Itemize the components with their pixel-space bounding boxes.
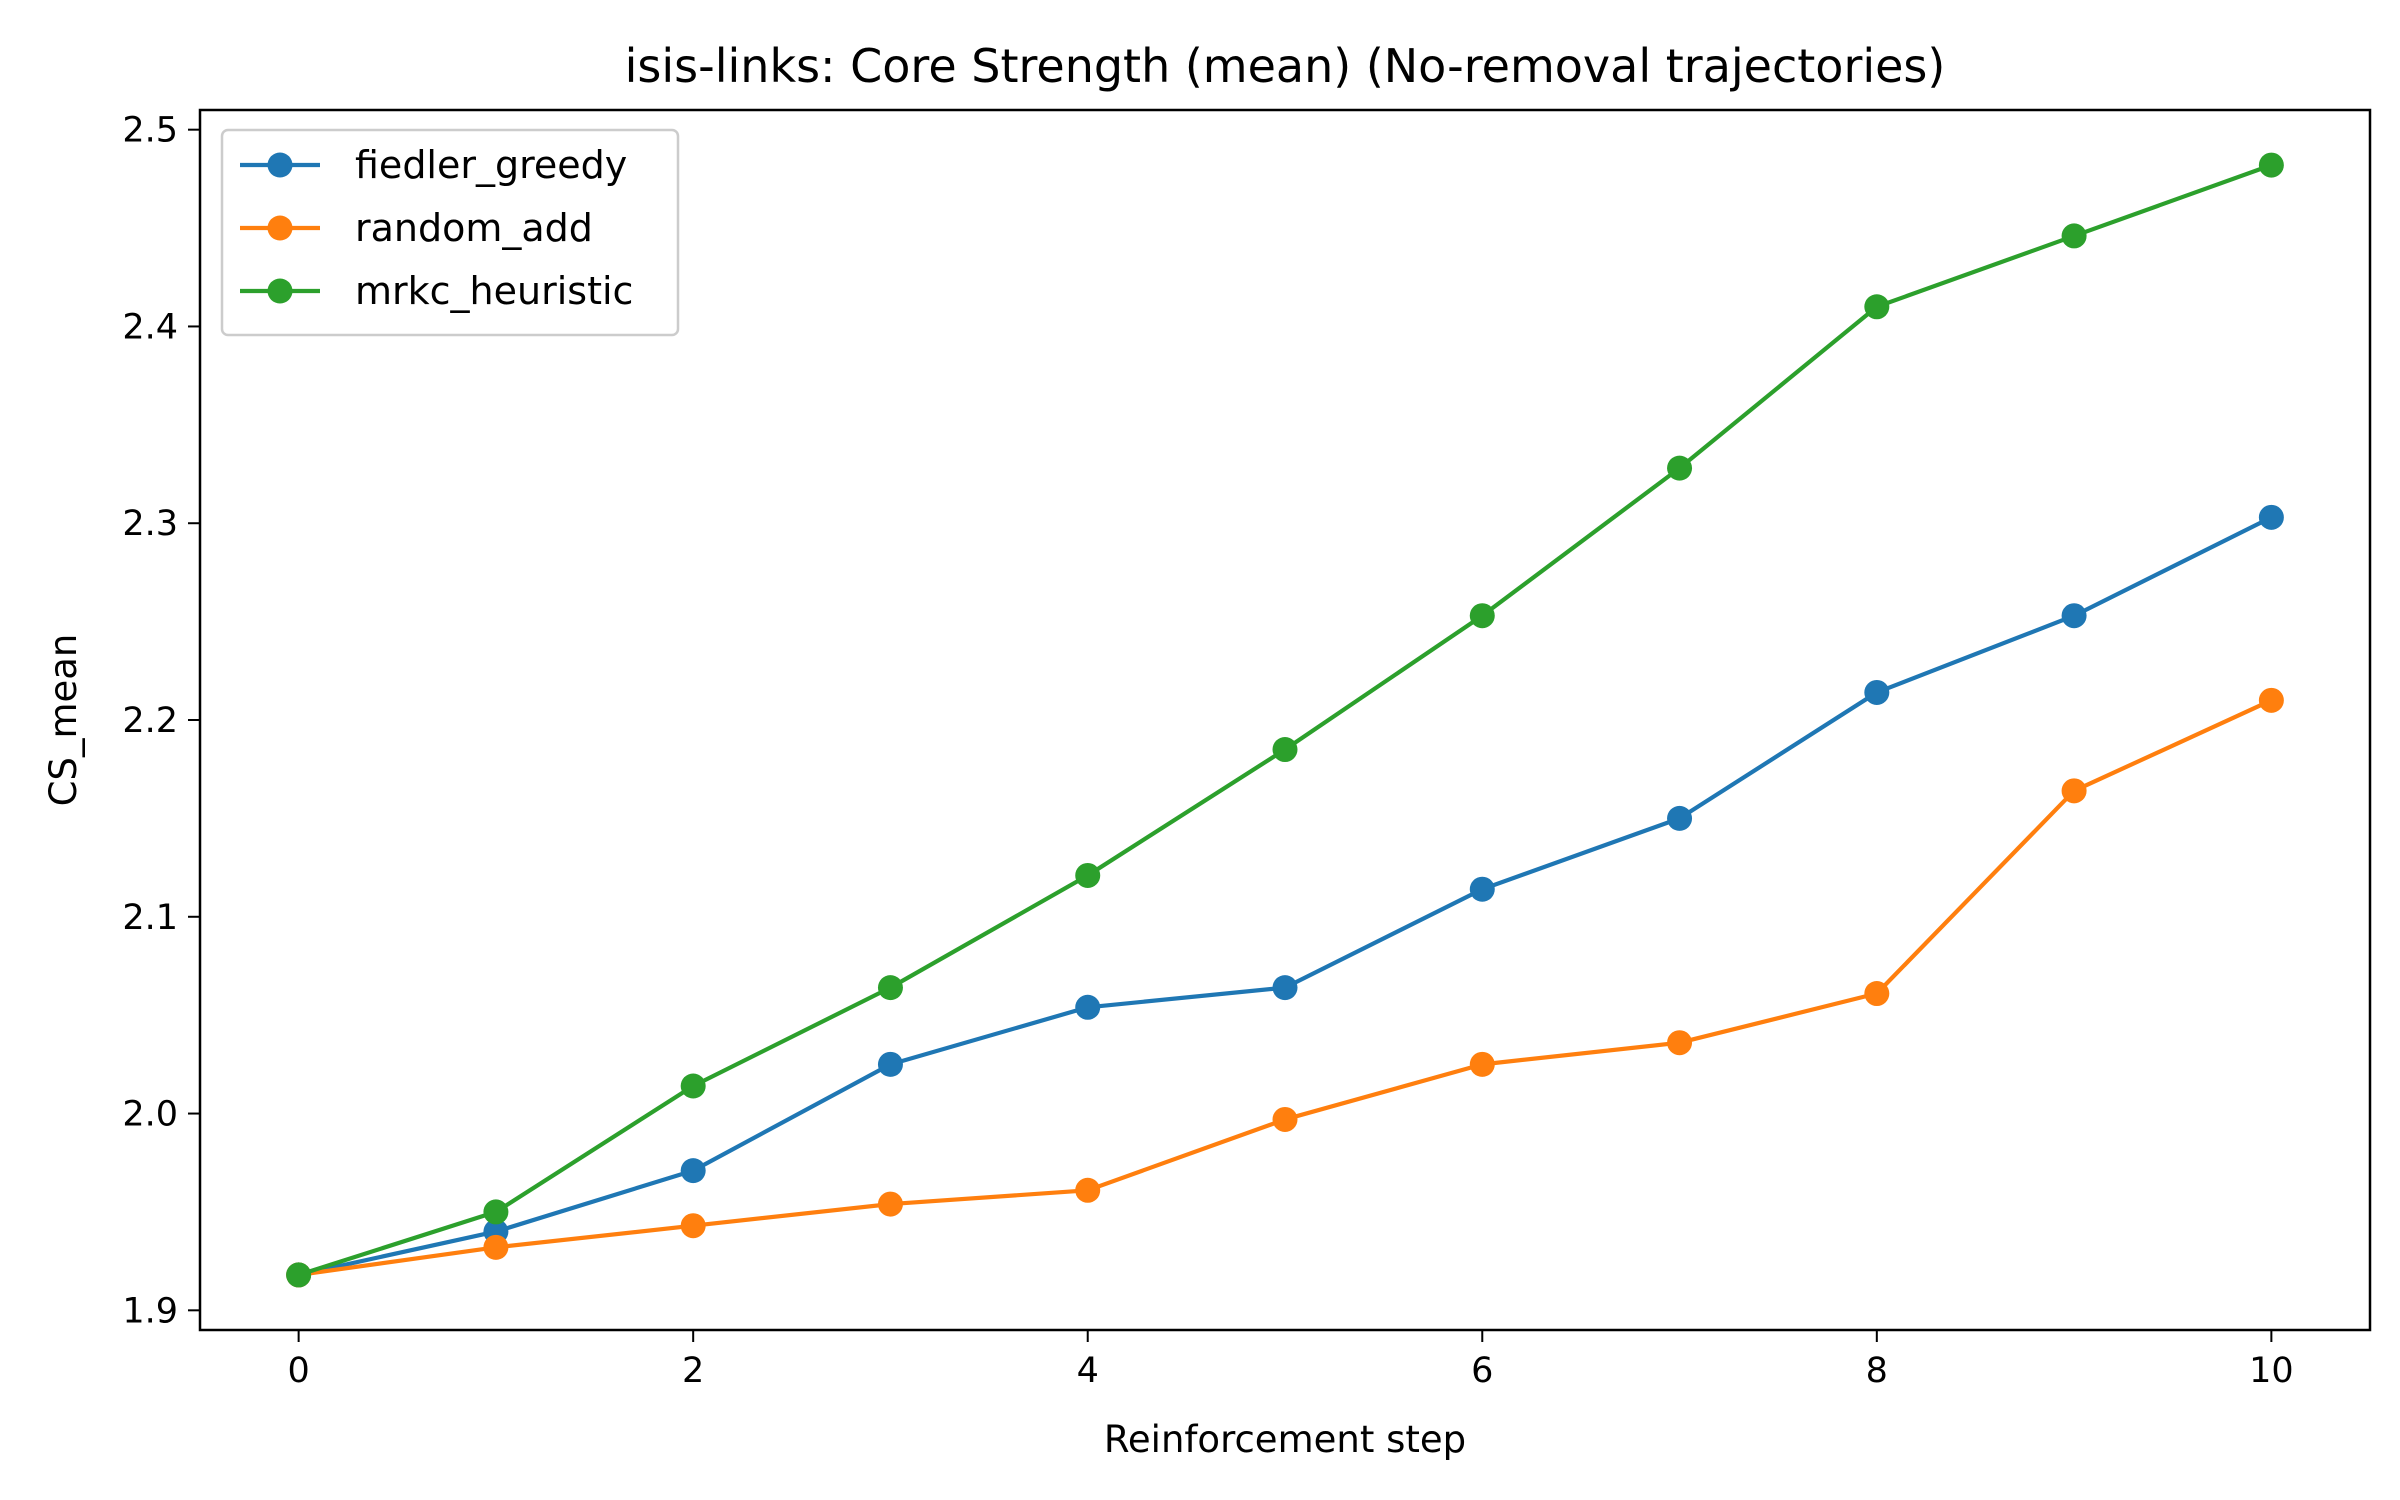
data-point — [483, 1199, 509, 1225]
data-point — [1469, 603, 1495, 629]
legend-item: mrkc_heuristic — [240, 269, 633, 313]
x-tick-label: 0 — [287, 1351, 309, 1391]
data-point — [2258, 152, 2284, 178]
chart-title: isis-links: Core Strength (mean) (No-rem… — [625, 39, 1946, 93]
data-point — [1864, 679, 1890, 705]
data-point — [1469, 876, 1495, 902]
data-point — [1272, 975, 1298, 1001]
series-mrkc_heuristic — [286, 152, 2284, 1288]
x-tick-label: 8 — [1866, 1351, 1888, 1391]
data-point — [1075, 862, 1101, 888]
y-axis-label: CS_mean — [42, 634, 85, 807]
x-tick-label: 4 — [1077, 1351, 1099, 1391]
x-axis: 0 2 4 6 8 10 — [287, 1330, 2294, 1391]
x-tick-label: 6 — [1471, 1351, 1493, 1391]
data-point — [877, 1191, 903, 1217]
y-tick-label: 2.4 — [122, 307, 178, 347]
y-tick-label: 1.9 — [122, 1291, 178, 1331]
data-point — [1864, 294, 1890, 320]
data-point — [1667, 455, 1693, 481]
data-point — [877, 1051, 903, 1077]
legend-item: random_add — [240, 206, 593, 250]
y-tick-label: 2.1 — [122, 898, 178, 938]
data-point — [680, 1158, 706, 1184]
series-layer — [286, 152, 2284, 1288]
data-point — [2061, 778, 2087, 804]
data-point — [1667, 1030, 1693, 1056]
legend-marker — [267, 215, 293, 241]
data-point — [286, 1262, 312, 1288]
data-point — [2061, 223, 2087, 249]
x-tick-label: 10 — [2249, 1351, 2294, 1391]
legend-marker — [267, 278, 293, 304]
data-point — [680, 1213, 706, 1239]
data-point — [1272, 737, 1298, 763]
data-point — [1667, 805, 1693, 831]
data-point — [483, 1234, 509, 1260]
legend-frame — [220, 128, 680, 337]
data-point — [2258, 687, 2284, 713]
data-point — [1469, 1051, 1495, 1077]
legend-item: fiedler_greedy — [240, 143, 627, 187]
y-tick-label: 2.0 — [122, 1095, 178, 1135]
data-point — [2061, 603, 2087, 629]
data-point — [680, 1073, 706, 1099]
legend-label: random_add — [355, 206, 593, 250]
y-tick-label: 2.3 — [122, 504, 178, 544]
x-axis-label: Reinforcement step — [1104, 1418, 1466, 1461]
data-point — [1272, 1106, 1298, 1132]
legend-marker — [267, 152, 293, 178]
y-axis: 1.9 2.0 2.1 2.2 2.3 2.4 2.5 — [122, 111, 200, 1331]
x-tick-label: 2 — [682, 1351, 704, 1391]
data-point — [1864, 981, 1890, 1007]
y-tick-label: 2.2 — [122, 701, 178, 741]
data-point — [2258, 504, 2284, 530]
legend-label: fiedler_greedy — [355, 143, 627, 187]
legend-label: mrkc_heuristic — [355, 269, 633, 313]
data-point — [877, 975, 903, 1001]
data-point — [1075, 994, 1101, 1020]
legend: fiedler_greedy random_add mrkc_heuristic — [220, 128, 680, 337]
y-tick-label: 2.5 — [122, 111, 178, 151]
data-point — [1075, 1177, 1101, 1203]
